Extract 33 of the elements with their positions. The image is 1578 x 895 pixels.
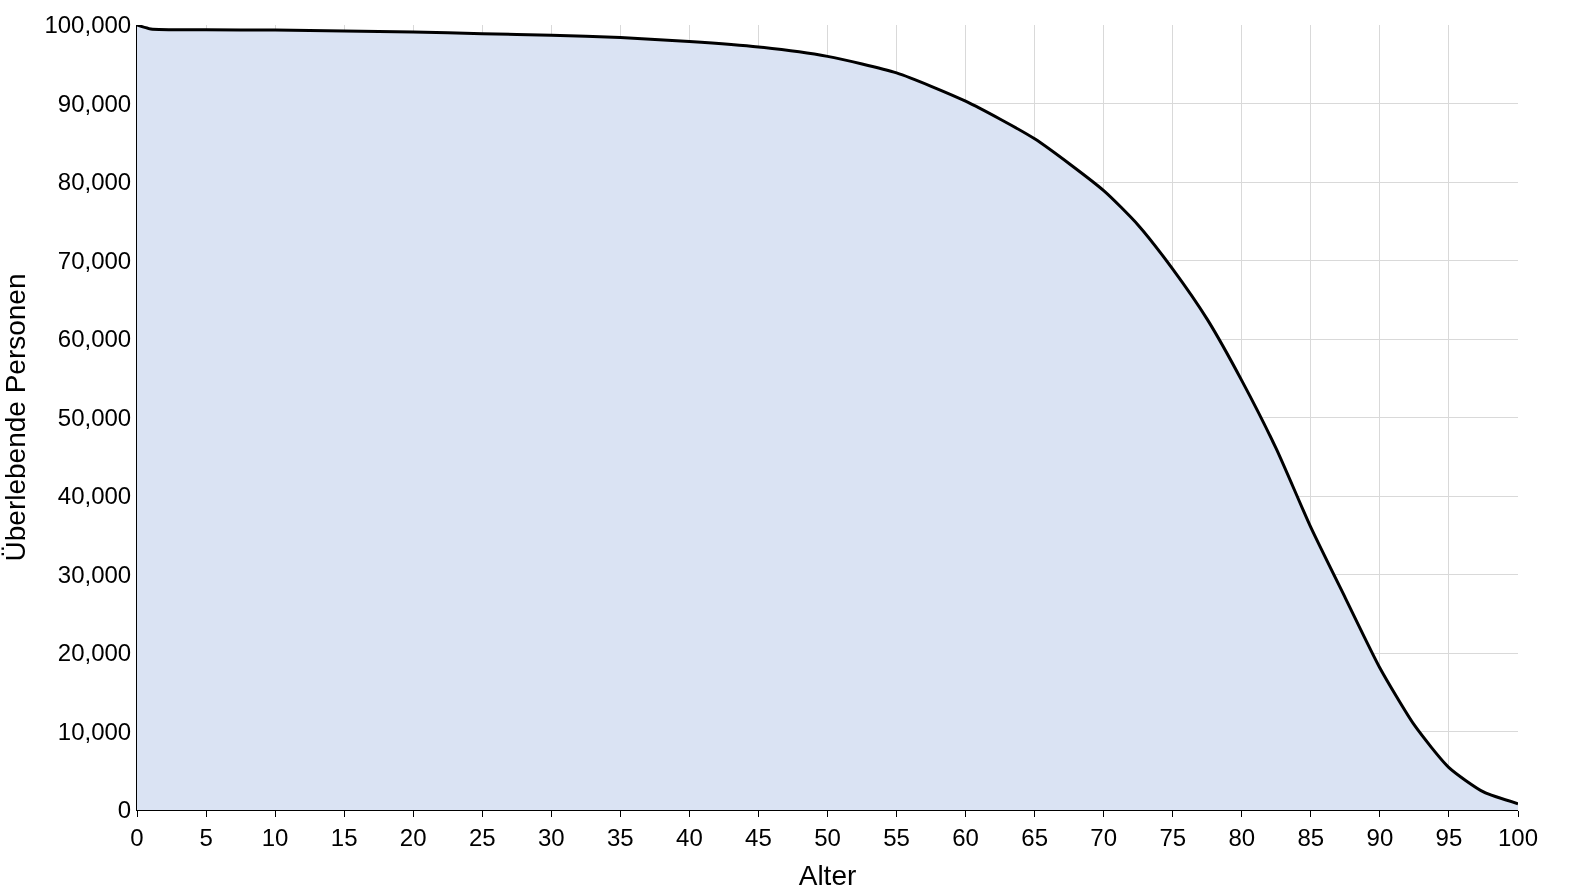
y-tick-label: 50,000 — [57, 403, 132, 431]
y-tick-label: 10,000 — [57, 717, 132, 745]
y-tick-label: 60,000 — [57, 325, 132, 353]
y-tick-label: 70,000 — [57, 246, 132, 274]
x-tick-label: 45 — [745, 823, 772, 851]
x-tick-label: 65 — [1021, 823, 1048, 851]
x-tick-label: 85 — [1297, 823, 1325, 851]
y-tick-label: 90,000 — [57, 89, 132, 117]
x-tick-label: 5 — [199, 823, 213, 851]
x-tick-label: 10 — [261, 823, 289, 851]
y-tick-label: 100,000 — [44, 11, 132, 39]
y-tick-label: 40,000 — [57, 482, 132, 510]
x-tick-label: 25 — [468, 823, 496, 851]
y-axis-title: Überlebende Personen — [0, 273, 31, 562]
x-tick-label: 60 — [952, 823, 979, 851]
x-tick-label: 20 — [399, 823, 427, 851]
x-tick-label: 30 — [537, 823, 565, 851]
x-tick-label: 15 — [330, 823, 358, 851]
x-tick-label: 100 — [1497, 823, 1539, 851]
x-axis-title: Alter — [798, 859, 857, 891]
x-tick-label: 75 — [1159, 823, 1187, 851]
x-tick-label: 80 — [1228, 823, 1256, 851]
x-tick-label: 70 — [1090, 823, 1118, 851]
x-tick-label: 35 — [607, 823, 634, 851]
x-tick-label: 55 — [883, 823, 910, 851]
y-tick-label: 0 — [117, 796, 132, 824]
x-tick-label: 50 — [814, 823, 841, 851]
y-tick-label: 80,000 — [57, 168, 132, 196]
x-tick-label: 90 — [1366, 823, 1394, 851]
y-tick-label: 30,000 — [57, 560, 132, 588]
x-tick-label: 40 — [676, 823, 703, 851]
x-tick-label: 95 — [1435, 823, 1463, 851]
y-tick-label: 20,000 — [57, 639, 132, 667]
